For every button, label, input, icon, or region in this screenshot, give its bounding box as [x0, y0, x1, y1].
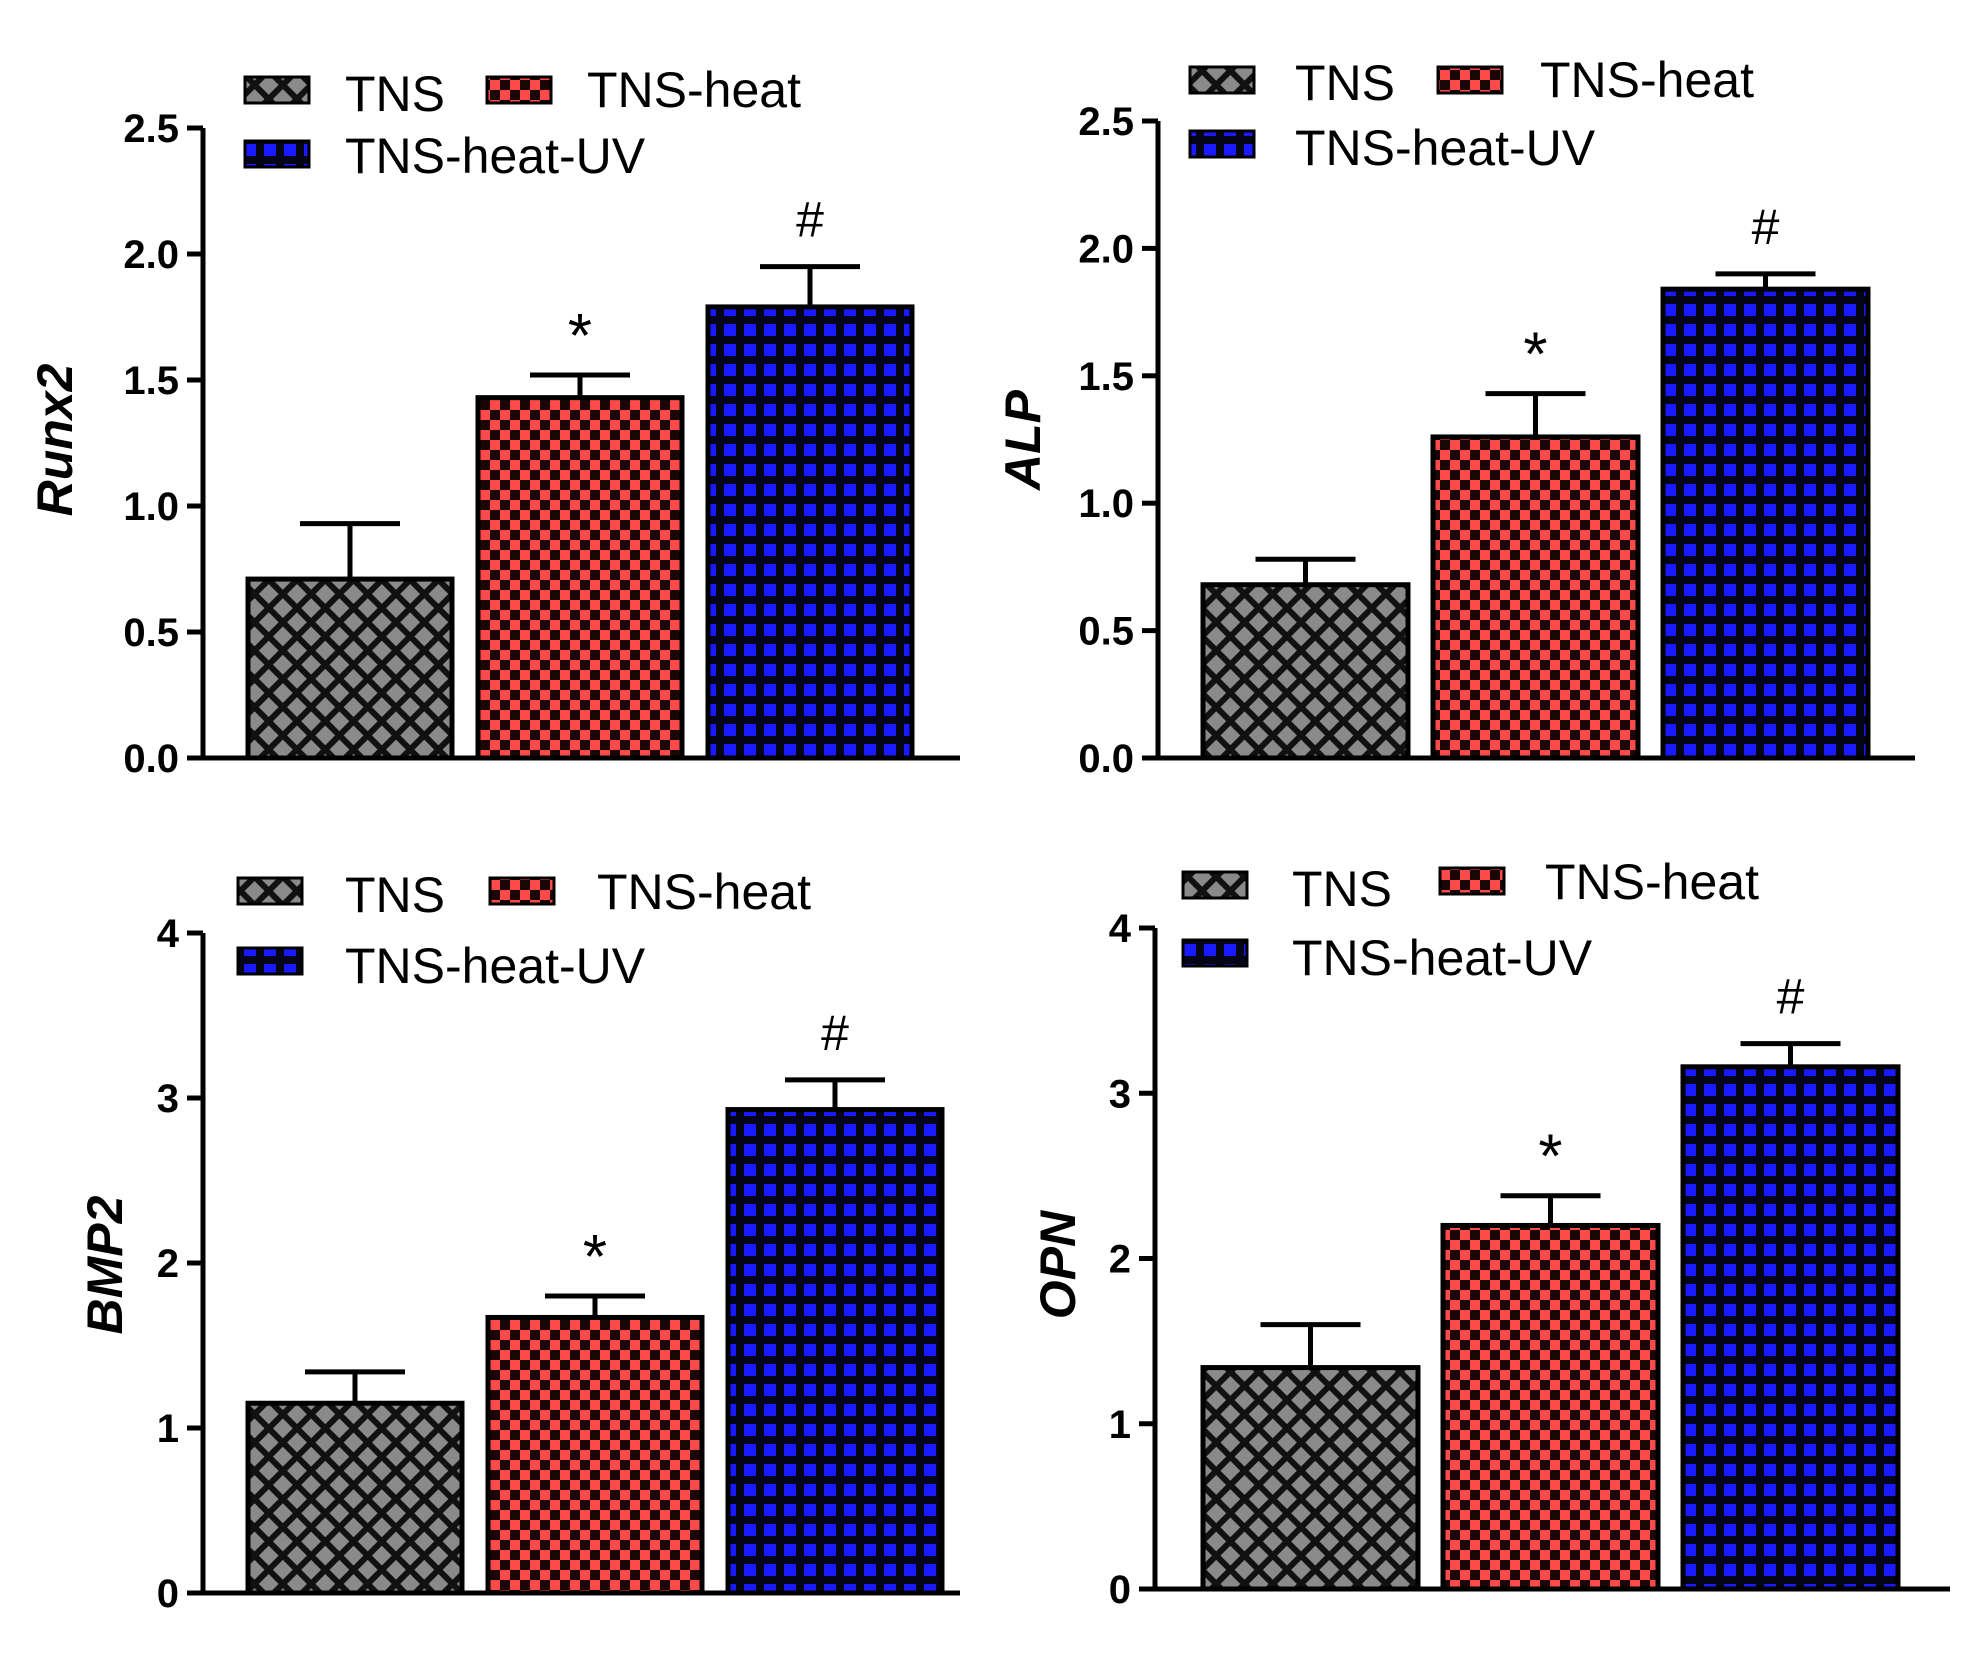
y-axis-label: BMP2 — [77, 1195, 133, 1334]
legend-label-3: TNS-heat-UV — [1295, 120, 1596, 176]
bar-tns — [245, 1400, 465, 1596]
legend-swatch-2 — [1438, 866, 1506, 896]
bar-tns-heat — [1430, 434, 1641, 761]
significance-marker-tns-heat: * — [1538, 1123, 1562, 1192]
y-tick-label: 2.5 — [1078, 100, 1134, 144]
y-tick-label: 2.5 — [123, 107, 179, 151]
error-bar-tns-heat — [1500, 1193, 1601, 1226]
legend-swatch-3 — [1188, 129, 1256, 159]
error-bar-tns — [1260, 1322, 1361, 1368]
legend-label-3: TNS-heat-UV — [345, 938, 646, 994]
y-tick-label: 2 — [157, 1242, 179, 1286]
y-tick-label: 4 — [157, 912, 180, 956]
significance-marker-tns-heat: * — [1523, 321, 1547, 390]
chart-panel-runx2: TNS TNS-heat TNS-heat-UV * #0.0 0.5 1.0 1.5 2.0 2… — [27, 62, 960, 781]
error-bar-tns-heat-uv — [1715, 271, 1816, 290]
legend-swatch-1 — [1188, 65, 1256, 95]
bar-tns-heat-uv — [1680, 1064, 1901, 1592]
legend-swatch-1 — [243, 75, 311, 105]
y-tick-label: 0 — [157, 1572, 179, 1616]
y-tick-label: 0.5 — [123, 611, 179, 655]
y-tick-label: 3 — [157, 1077, 179, 1121]
legend-label-3: TNS-heat-UV — [345, 128, 646, 184]
y-tick-label: 1 — [157, 1407, 179, 1451]
y-tick-label: 1.5 — [1078, 355, 1134, 399]
legend-swatch-2 — [1436, 65, 1504, 95]
error-bar-tns-heat-uv — [760, 264, 860, 307]
legend-swatch-1 — [1181, 870, 1249, 900]
y-tick-label: 2 — [1109, 1238, 1131, 1282]
y-axis-label: Runx2 — [27, 363, 83, 516]
bar-tns-heat-uv — [1660, 286, 1871, 761]
error-bar-tns-heat — [1485, 391, 1586, 437]
y-tick-label: 1.5 — [123, 359, 179, 403]
y-tick-label: 1.0 — [1078, 482, 1134, 526]
y-tick-label: 2.0 — [1078, 227, 1134, 271]
chart-panel-alp: TNS TNS-heat TNS-heat-UV * #0.0 0.5 1.0 1.5 2.0 2… — [995, 52, 1915, 781]
y-tick-label: 4 — [1109, 907, 1132, 951]
y-tick-label: 3 — [1109, 1072, 1131, 1116]
legend-label-2: TNS-heat — [597, 864, 811, 920]
legend-swatch-3 — [236, 946, 304, 976]
bar-tns — [1200, 582, 1411, 761]
y-axis-label: OPN — [1030, 1210, 1086, 1319]
legend-swatch-2 — [485, 75, 553, 105]
significance-marker-tns-heat: * — [568, 302, 592, 371]
bar-tns-heat — [475, 395, 685, 761]
legend-label-2: TNS-heat — [1540, 52, 1754, 108]
legend-label-2: TNS-heat — [1545, 854, 1759, 910]
y-axis-label: ALP — [995, 389, 1051, 492]
error-bar-tns-heat — [545, 1293, 645, 1318]
chart-panel-opn: TNS TNS-heat TNS-heat-UV * #0 1 2 3 4 OPN — [1030, 854, 1950, 1612]
y-tick-label: 0.0 — [1078, 737, 1134, 781]
bar-tns-heat — [485, 1314, 705, 1596]
significance-marker-tns-heat: * — [583, 1223, 607, 1292]
legend-swatch-3 — [243, 139, 311, 169]
bar-tns — [1200, 1365, 1421, 1592]
legend-label-3: TNS-heat-UV — [1292, 930, 1593, 986]
y-tick-label: 0.5 — [1078, 610, 1134, 654]
error-bar-tns-heat-uv — [1740, 1041, 1841, 1067]
legend-label-1: TNS — [345, 66, 445, 122]
significance-marker-tns-heat-uv: # — [821, 1005, 849, 1061]
bar-tns-heat-uv — [725, 1107, 945, 1596]
bar-tns-heat-uv — [705, 304, 915, 761]
legend-label-1: TNS — [345, 867, 445, 923]
bar-tns — [245, 576, 455, 761]
error-bar-tns-heat-uv — [785, 1077, 885, 1110]
legend-label-1: TNS — [1292, 861, 1392, 917]
legend-label-2: TNS-heat — [587, 62, 801, 118]
error-bar-tns — [305, 1369, 405, 1404]
legend-swatch-2 — [488, 876, 556, 906]
error-bar-tns — [1255, 556, 1356, 585]
error-bar-tns — [300, 521, 400, 580]
bar-tns-heat — [1440, 1222, 1661, 1592]
y-tick-label: 2.0 — [123, 233, 179, 277]
legend-swatch-1 — [236, 876, 304, 906]
chart-panel-bmp2: TNS TNS-heat TNS-heat-UV * #0 1 2 3 4 BMP2 — [77, 864, 960, 1616]
significance-marker-tns-heat-uv: # — [796, 192, 824, 248]
significance-marker-tns-heat-uv: # — [1752, 199, 1780, 255]
y-tick-label: 0.0 — [123, 737, 179, 781]
y-tick-label: 1 — [1109, 1403, 1131, 1447]
legend-label-1: TNS — [1295, 55, 1395, 111]
y-tick-label: 1.0 — [123, 485, 179, 529]
legend-swatch-3 — [1181, 938, 1249, 968]
y-tick-label: 0 — [1109, 1568, 1131, 1612]
significance-marker-tns-heat-uv: # — [1777, 969, 1805, 1025]
error-bar-tns-heat — [530, 372, 630, 398]
